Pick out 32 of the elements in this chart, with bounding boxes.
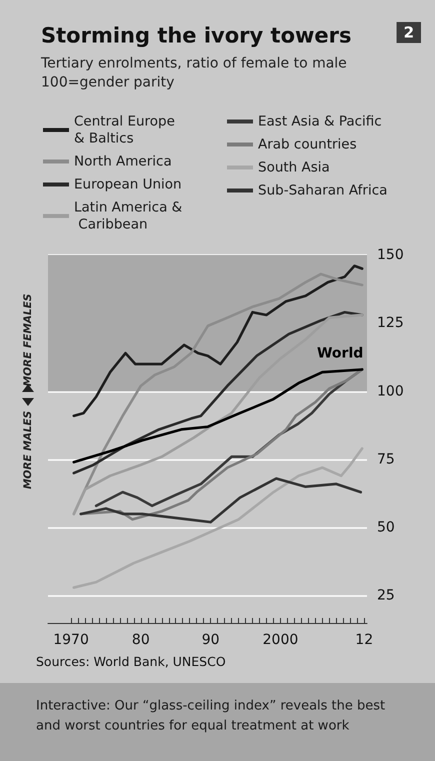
line-series: [80, 477, 362, 524]
chart-subtitle: Tertiary enrolments, ratio of female to male 100=gender parity: [40, 56, 347, 90]
text: 2: [404, 24, 414, 42]
legend-label: Arab countries: [258, 136, 357, 152]
y-tick-label: 150: [377, 247, 404, 263]
source-note: Sources: World Bank, UNESCO: [36, 654, 226, 669]
text: MORE FEMALES: [22, 294, 34, 386]
y-tick-label: 75: [377, 451, 395, 468]
legend-label: North America: [74, 154, 172, 170]
legend-label: Central Europe & Baltics: [74, 114, 180, 146]
legend-label: East Asia & Pacific: [258, 114, 382, 130]
line-series: [72, 310, 364, 474]
legend-label: Latin America & Caribbean: [74, 200, 183, 232]
text: MORE MALES: [22, 410, 34, 490]
legend-label: South Asia: [258, 160, 330, 176]
line-series: [72, 368, 364, 464]
x-tick-label: 90: [202, 632, 220, 648]
y-tick-label: 100: [377, 383, 404, 400]
y-tick-label: 125: [377, 315, 404, 332]
x-tick-label: 80: [132, 632, 150, 648]
legend-label: European Union: [74, 176, 182, 192]
x-tick-label: 1970: [53, 632, 89, 648]
chart-title: Storming the ivory towers: [41, 24, 352, 48]
x-tick-label: 2000: [262, 632, 298, 648]
series-label: World: [316, 345, 364, 362]
y-tick-label: 25: [377, 588, 395, 604]
line-series: [72, 264, 364, 418]
line-series: [72, 447, 364, 589]
x-tick-label: 12: [355, 632, 374, 648]
text: Interactive: Our “glass-ceiling index” reveals the best and worst countries for equal treatment at work: [36, 698, 386, 734]
legend-label: Sub-Saharan Africa: [258, 182, 388, 198]
y-tick-label: 50: [377, 520, 395, 536]
